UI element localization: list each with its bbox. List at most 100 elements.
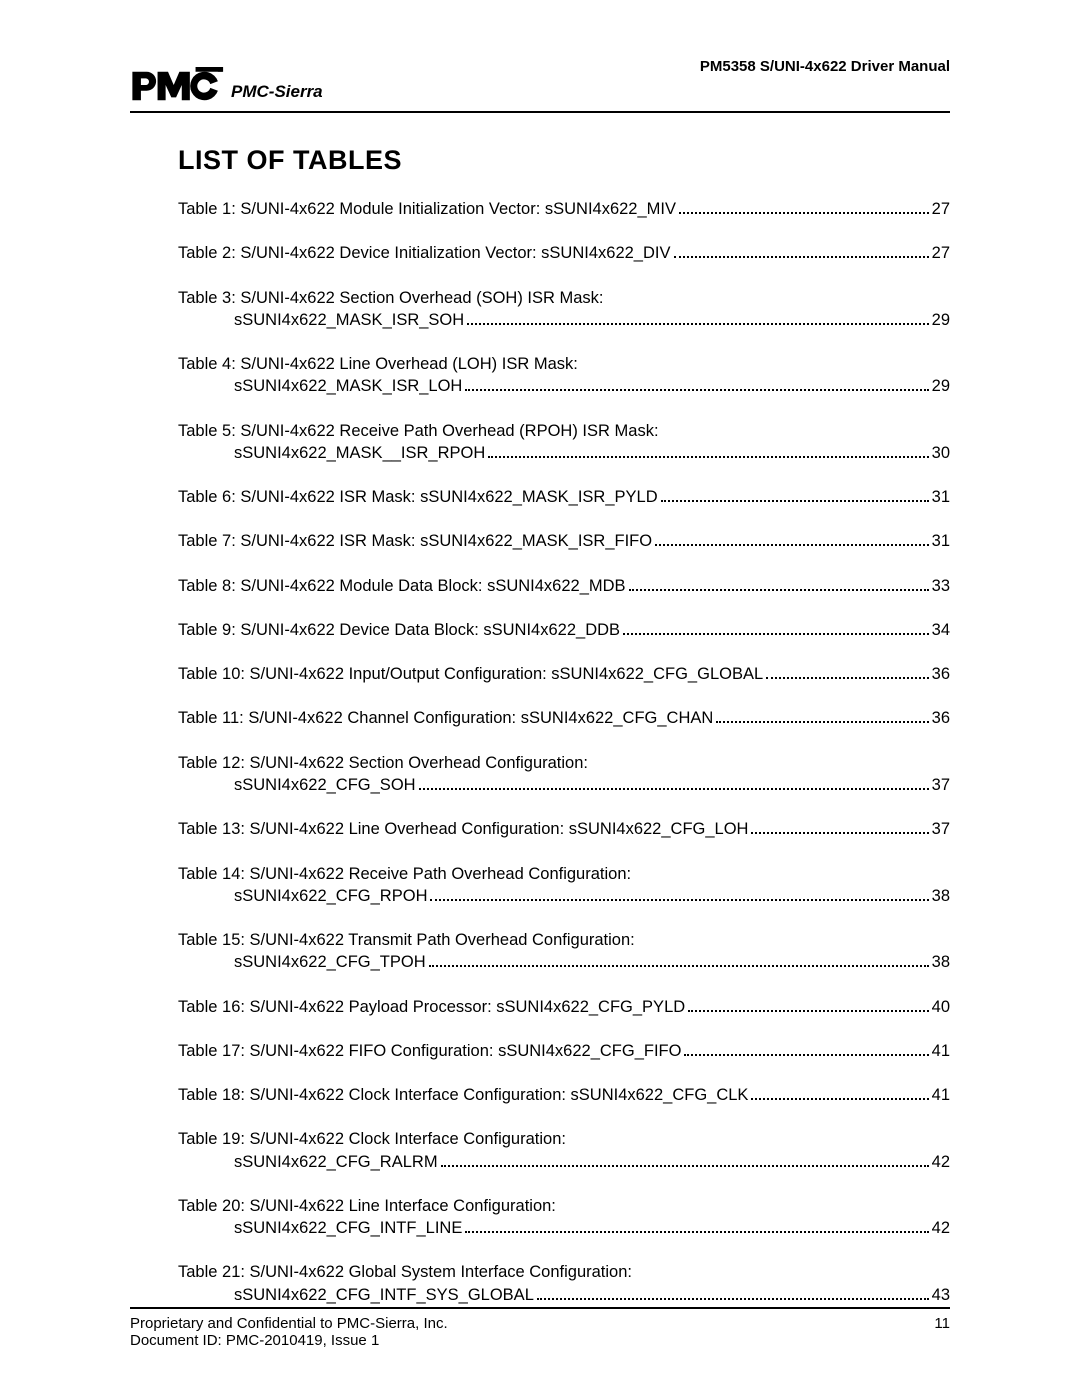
toc-leader-dots (419, 775, 929, 790)
toc-list: Table 1: S/UNI-4x622 Module Initializati… (178, 198, 950, 1306)
toc-page: 29 (932, 309, 950, 331)
toc-leader-dots (488, 443, 928, 458)
footer-rule (130, 1307, 950, 1309)
footer-page: 11 (934, 1315, 950, 1349)
toc-entry[interactable]: Table 14: S/UNI-4x622 Receive Path Overh… (178, 863, 950, 908)
toc-leader-dots (629, 576, 929, 591)
toc-page: 42 (932, 1217, 950, 1239)
toc-page: 41 (932, 1040, 950, 1062)
toc-label: Table 1: S/UNI-4x622 Module Initializati… (178, 198, 676, 220)
toc-entry[interactable]: Table 20: S/UNI-4x622 Line Interface Con… (178, 1195, 950, 1240)
toc-label: Table 19: S/UNI-4x622 Clock Interface Co… (178, 1128, 566, 1150)
toc-leader-dots (623, 620, 929, 635)
toc-page: 27 (932, 198, 950, 220)
footer-left: Proprietary and Confidential to PMC-Sier… (130, 1315, 448, 1349)
toc-leader-dots (674, 243, 929, 258)
toc-sublabel: sSUNI4x622_MASK__ISR_RPOH (234, 442, 485, 464)
toc-entry[interactable]: Table 15: S/UNI-4x622 Transmit Path Over… (178, 929, 950, 974)
toc-entry[interactable]: Table 7: S/UNI-4x622 ISR Mask: sSUNI4x62… (178, 530, 950, 552)
toc-label: Table 21: S/UNI-4x622 Global System Inte… (178, 1261, 632, 1283)
page-title: LIST OF TABLES (178, 145, 950, 176)
toc-leader-dots (679, 199, 929, 214)
footer-row: Proprietary and Confidential to PMC-Sier… (130, 1315, 950, 1349)
toc-leader-dots (751, 1085, 928, 1100)
toc-sublabel: sSUNI4x622_CFG_RALRM (234, 1151, 438, 1173)
toc-entry[interactable]: Table 9: S/UNI-4x622 Device Data Block: … (178, 619, 950, 641)
toc-label: Table 11: S/UNI-4x622 Channel Configurat… (178, 707, 713, 729)
page: PM5358 S/UNI-4x622 Driver Manual PMC-Sie… (0, 0, 1080, 1397)
toc-entry[interactable]: Table 16: S/UNI-4x622 Payload Processor:… (178, 996, 950, 1018)
toc-entry[interactable]: Table 19: S/UNI-4x622 Clock Interface Co… (178, 1128, 950, 1173)
toc-leader-dots (537, 1285, 929, 1300)
toc-sublabel: sSUNI4x622_MASK_ISR_SOH (234, 309, 464, 331)
toc-page: 36 (932, 663, 950, 685)
toc-label: Table 7: S/UNI-4x622 ISR Mask: sSUNI4x62… (178, 530, 652, 552)
pmc-logo-icon (130, 65, 225, 107)
toc-leader-dots (429, 952, 929, 967)
toc-label: Table 13: S/UNI-4x622 Line Overhead Conf… (178, 818, 748, 840)
toc-page: 37 (932, 818, 950, 840)
footer-line2: Document ID: PMC-2010419, Issue 1 (130, 1332, 448, 1349)
doc-title: PM5358 S/UNI-4x622 Driver Manual (700, 58, 950, 75)
toc-page: 43 (932, 1284, 950, 1306)
toc-label: Table 2: S/UNI-4x622 Device Initializati… (178, 242, 671, 264)
toc-page: 38 (932, 885, 950, 907)
toc-label: Table 16: S/UNI-4x622 Payload Processor:… (178, 996, 685, 1018)
toc-leader-dots (467, 310, 928, 325)
toc-entry[interactable]: Table 5: S/UNI-4x622 Receive Path Overhe… (178, 420, 950, 465)
toc-entry[interactable]: Table 21: S/UNI-4x622 Global System Inte… (178, 1261, 950, 1306)
toc-label: Table 20: S/UNI-4x622 Line Interface Con… (178, 1195, 556, 1217)
toc-label: Table 18: S/UNI-4x622 Clock Interface Co… (178, 1084, 748, 1106)
toc-label: Table 9: S/UNI-4x622 Device Data Block: … (178, 619, 620, 641)
toc-leader-dots (688, 997, 928, 1012)
toc-label: Table 8: S/UNI-4x622 Module Data Block: … (178, 575, 626, 597)
toc-sublabel: sSUNI4x622_CFG_INTF_LINE (234, 1217, 462, 1239)
toc-leader-dots (661, 487, 929, 502)
toc-sublabel: sSUNI4x622_CFG_TPOH (234, 951, 426, 973)
toc-sublabel: sSUNI4x622_CFG_INTF_SYS_GLOBAL (234, 1284, 534, 1306)
toc-entry[interactable]: Table 13: S/UNI-4x622 Line Overhead Conf… (178, 818, 950, 840)
footer: Proprietary and Confidential to PMC-Sier… (130, 1307, 950, 1349)
toc-entry[interactable]: Table 8: S/UNI-4x622 Module Data Block: … (178, 575, 950, 597)
toc-entry[interactable]: Table 18: S/UNI-4x622 Clock Interface Co… (178, 1084, 950, 1106)
toc-entry[interactable]: Table 10: S/UNI-4x622 Input/Output Confi… (178, 663, 950, 685)
toc-page: 31 (932, 486, 950, 508)
toc-leader-dots (716, 709, 928, 724)
logo-subtitle: PMC-Sierra (231, 82, 323, 102)
toc-sublabel: sSUNI4x622_MASK_ISR_LOH (234, 375, 462, 397)
toc-entry[interactable]: Table 12: S/UNI-4x622 Section Overhead C… (178, 752, 950, 797)
toc-page: 30 (932, 442, 950, 464)
toc-leader-dots (655, 532, 929, 547)
toc-entry[interactable]: Table 11: S/UNI-4x622 Channel Configurat… (178, 707, 950, 729)
footer-line1: Proprietary and Confidential to PMC-Sier… (130, 1315, 448, 1332)
toc-page: 29 (932, 375, 950, 397)
toc-leader-dots (684, 1041, 928, 1056)
toc-page: 41 (932, 1084, 950, 1106)
toc-entry[interactable]: Table 4: S/UNI-4x622 Line Overhead (LOH)… (178, 353, 950, 398)
toc-page: 34 (932, 619, 950, 641)
toc-label: Table 5: S/UNI-4x622 Receive Path Overhe… (178, 420, 659, 442)
toc-label: Table 4: S/UNI-4x622 Line Overhead (LOH)… (178, 353, 578, 375)
toc-label: Table 12: S/UNI-4x622 Section Overhead C… (178, 752, 588, 774)
toc-label: Table 14: S/UNI-4x622 Receive Path Overh… (178, 863, 631, 885)
toc-leader-dots (441, 1152, 929, 1167)
toc-leader-dots (465, 1218, 928, 1233)
toc-leader-dots (465, 376, 928, 391)
toc-page: 40 (932, 996, 950, 1018)
toc-entry[interactable]: Table 17: S/UNI-4x622 FIFO Configuration… (178, 1040, 950, 1062)
toc-label: Table 15: S/UNI-4x622 Transmit Path Over… (178, 929, 635, 951)
toc-entry[interactable]: Table 1: S/UNI-4x622 Module Initializati… (178, 198, 950, 220)
toc-entry[interactable]: Table 6: S/UNI-4x622 ISR Mask: sSUNI4x62… (178, 486, 950, 508)
header-rule (130, 111, 950, 113)
toc-sublabel: sSUNI4x622_CFG_RPOH (234, 885, 427, 907)
toc-sublabel: sSUNI4x622_CFG_SOH (234, 774, 416, 796)
toc-entry[interactable]: Table 2: S/UNI-4x622 Device Initializati… (178, 242, 950, 264)
toc-leader-dots (751, 819, 928, 834)
toc-leader-dots (430, 886, 928, 901)
toc-page: 31 (932, 530, 950, 552)
toc-label: Table 6: S/UNI-4x622 ISR Mask: sSUNI4x62… (178, 486, 658, 508)
toc-page: 37 (932, 774, 950, 796)
toc-label: Table 17: S/UNI-4x622 FIFO Configuration… (178, 1040, 681, 1062)
toc-label: Table 3: S/UNI-4x622 Section Overhead (S… (178, 287, 604, 309)
toc-entry[interactable]: Table 3: S/UNI-4x622 Section Overhead (S… (178, 287, 950, 332)
